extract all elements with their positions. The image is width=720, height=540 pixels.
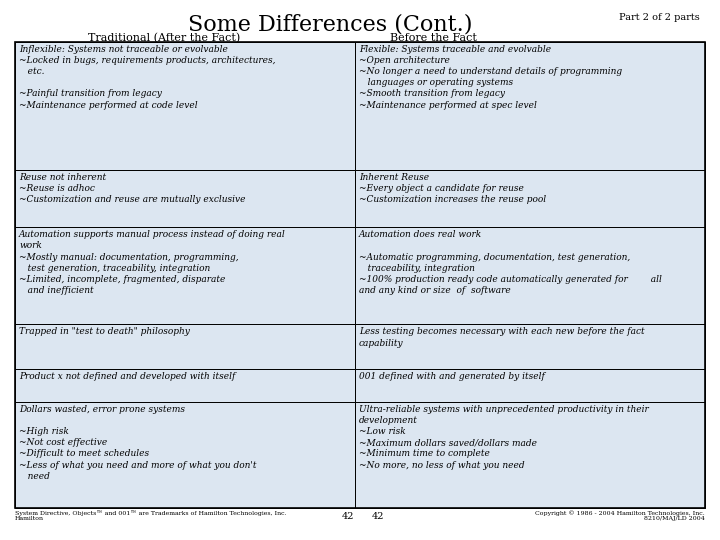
Text: Reuse not inherent
~Reuse is adhoc
~Customization and reuse are mutually exclusi: Reuse not inherent ~Reuse is adhoc ~Cust… [19, 173, 246, 204]
Bar [355, 42, 705, 170]
Text: Inflexible: Systems not traceable or evolvable
~Locked in bugs, requirements pro: Inflexible: Systems not traceable or evo… [19, 45, 276, 110]
Text: 42: 42 [372, 512, 384, 521]
Text: Traditional (After the Fact): Traditional (After the Fact) [88, 33, 240, 43]
Bar [15, 42, 705, 508]
Bar [15, 42, 355, 170]
Text: Some Differences (Cont.): Some Differences (Cont.) [188, 13, 472, 35]
Text: Inherent Reuse
~Every object a candidate for reuse
~Customization increases the : Inherent Reuse ~Every object a candidate… [359, 173, 546, 204]
Text: Automation does real work

~Automatic programming, documentation, test generatio: Automation does real work ~Automatic pro… [359, 231, 662, 295]
Text: Dollars wasted, error prone systems

~High risk
~Not cost effective
~Difficult t: Dollars wasted, error prone systems ~Hig… [19, 405, 256, 481]
Text: System Directive, Objects™ and 001™ are Trademarks of Hamilton Technologies, Inc: System Directive, Objects™ and 001™ are … [15, 510, 287, 521]
Bar [355, 402, 705, 508]
Text: Less testing becomes necessary with each new before the fact
capability: Less testing becomes necessary with each… [359, 327, 644, 348]
Bar [15, 170, 355, 227]
Bar [355, 369, 705, 402]
Bar [15, 325, 355, 369]
Bar [15, 227, 355, 325]
Bar [355, 170, 705, 227]
Text: Before the Fact: Before the Fact [390, 33, 477, 43]
Text: Automation supports manual process instead of doing real
work
~Mostly manual: do: Automation supports manual process inste… [19, 231, 286, 295]
Text: 001 defined with and generated by itself: 001 defined with and generated by itself [359, 372, 545, 381]
Text: Product x not defined and developed with itself: Product x not defined and developed with… [19, 372, 235, 381]
Bar [15, 369, 355, 402]
Text: 42: 42 [342, 512, 354, 521]
Bar [355, 325, 705, 369]
Text: Part 2 of 2 parts: Part 2 of 2 parts [619, 13, 700, 22]
Text: Ultra-reliable systems with unprecedented productivity in their
development
~Low: Ultra-reliable systems with unprecedente… [359, 405, 649, 470]
Bar [355, 227, 705, 325]
Bar [15, 402, 355, 508]
Text: Flexible: Systems traceable and evolvable
~Open architecture
~No longer a need t: Flexible: Systems traceable and evolvabl… [359, 45, 622, 110]
Text: Copyright © 1986 - 2004 Hamilton Technologies, Inc.
8210/MAJ/LD 2004: Copyright © 1986 - 2004 Hamilton Technol… [535, 510, 705, 522]
Text: Trapped in "test to death" philosophy: Trapped in "test to death" philosophy [19, 327, 190, 336]
